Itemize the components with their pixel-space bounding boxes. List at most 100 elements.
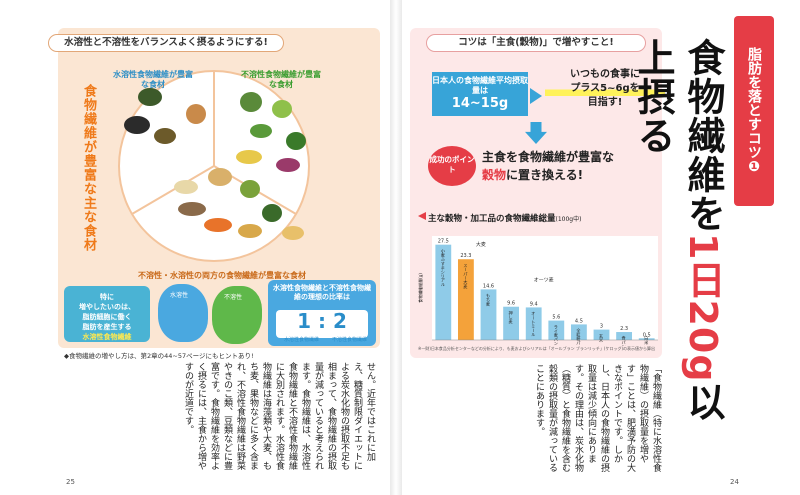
chart-footnote: ※一財)日本食品分析センターなどの分析により、も麦およびシリアルは「オールブラン… <box>418 346 656 351</box>
ideal-ratio-box: 水溶性食物繊維と不溶性食物繊維の理想の比率は 1 : 2 <box>268 280 376 346</box>
target-line-2: プラス5~6gを <box>545 82 665 96</box>
page-number-right: 24 <box>730 478 739 486</box>
fiber-foods-side-label: 食物繊維が豊富な主な食材 <box>81 84 96 252</box>
chart-bar <box>435 244 452 340</box>
book-gutter <box>390 0 402 495</box>
chart-annotation-barley: 大麦 <box>476 241 486 248</box>
chart-value-label: 5.6 <box>552 315 560 321</box>
left-panel-title: 水溶性と不溶性をバランスよく摂るようにする! <box>48 34 284 52</box>
kiwi-image <box>240 180 260 198</box>
chart-category-label: オートミール <box>531 311 536 337</box>
chart-category-label: 全粒粉パン <box>575 327 581 346</box>
hijiki-image <box>124 116 150 134</box>
bubble-line-2: 増やしたいのは、 <box>79 303 135 311</box>
target-text: いつもの食事に プラス5~6gを 目指す! <box>545 68 665 110</box>
bubble-line-1: 特に <box>100 293 114 301</box>
left-body-text: せん。近年ではこれに加え、糖質制限ダイエットによる炭水化物の摂取不足も相まって、… <box>183 362 375 470</box>
speech-bubble: 特に 増やしたいのは、 脂肪細胞に働く 脂肪を産生する 水溶性食物繊維 <box>64 286 150 342</box>
chart-value-label: 9.6 <box>507 301 515 307</box>
chart-category-label: 小麦ふすまシリアル <box>440 247 446 287</box>
chart-value-label: 0.5 <box>643 332 651 338</box>
water-soluble-label: 水溶性食物繊維が豊富な食材 <box>113 70 193 89</box>
chart-unit: (100g中) <box>555 216 582 223</box>
chart-annotation-oats: オーツ麦 <box>534 276 554 283</box>
headline-part-1: 食物繊維を <box>681 38 725 233</box>
ratio-value: 1 : 2 <box>276 310 368 338</box>
bubble-line-4: 脂肪を産生する <box>82 323 132 331</box>
chart-heading-text: 主な穀物・加工品の食物繊維総量 <box>428 214 556 224</box>
chart-value-label: 9.4 <box>530 301 538 307</box>
avocado-image <box>262 204 282 222</box>
target-line-1: いつもの食事に <box>570 69 640 80</box>
chart-category-label: ライ麦パン <box>553 324 559 346</box>
fiber-bar-chart: 食物繊維総量(g) 27.5 小麦ふすまシリアル 23.3 スーパー大麦 14.6 もち麦 9… <box>418 236 658 346</box>
mascot-green-label: 不溶性 <box>224 294 243 301</box>
ratio-sub-water: 水溶性食物繊維 <box>284 337 320 343</box>
chart-bar <box>548 320 565 340</box>
chart-category-label: スーパー大麦 <box>462 263 468 290</box>
right-arrow-icon <box>530 88 542 104</box>
banana-image <box>236 150 262 164</box>
average-intake-box: 日本人の食物繊維平均摂取量は 14~15g <box>432 72 528 116</box>
chart-bar <box>593 329 610 340</box>
chart-value-label: 27.5 <box>438 239 449 245</box>
chapter-tab: 脂肪を落とすコツ❶ <box>734 16 774 206</box>
potato-image <box>208 168 232 186</box>
broccoli-image <box>286 132 306 150</box>
ratio-title: 水溶性食物繊維と不溶性食物繊維の理想の比率は <box>273 284 371 301</box>
page-number-left: 25 <box>66 478 75 486</box>
insoluble-mascot: 不溶性 <box>212 286 262 344</box>
carrot-image <box>204 218 232 232</box>
headline-part-2: 以上摂る <box>631 38 725 422</box>
tip-title: コツは「主食(穀物)」で増やすこと! <box>426 34 646 52</box>
headline-number: 1日20g <box>681 233 725 383</box>
chart-bar <box>616 332 633 340</box>
chart-value-label: 4.5 <box>575 318 583 324</box>
chart-y-axis-label: 食物繊維総量(g) <box>418 273 423 303</box>
average-intake-value: 14~15g <box>451 96 509 111</box>
insoluble-label: 不溶性食物繊維が豊富な食材 <box>241 70 321 89</box>
food-pie-diagram <box>118 70 310 262</box>
water-soluble-mascot: 水溶性 <box>158 284 208 342</box>
chart-heading: 主な穀物・加工品の食物繊維総量(100g中) <box>428 212 581 224</box>
chart-value-label: 2.3 <box>620 326 628 332</box>
barley-image <box>174 180 198 194</box>
mascot-blue-label: 水溶性 <box>170 292 189 299</box>
chart-value-label: 23.3 <box>460 253 471 259</box>
chart-category-label: 押し麦 <box>508 309 514 324</box>
success-point-text: 主食を食物繊維が豊富な 穀物に置き換える! <box>482 148 662 184</box>
chart-value-label: 3 <box>600 324 603 330</box>
point-line-1: 主食を食物繊維が豊富な <box>482 150 615 164</box>
mekabu-image <box>154 128 176 144</box>
point-line-2: に置き換える! <box>506 168 584 182</box>
page-reference-note: ◆食物繊維の増やし方は、第2章の44~57ページにもヒントあり! <box>64 352 254 360</box>
onion-image <box>186 104 206 124</box>
green-beans-image <box>250 124 272 138</box>
natto-image <box>238 224 262 238</box>
chart-category-label: もち麦 <box>485 293 491 307</box>
ratio-sub-insoluble: 不溶性食物繊維 <box>332 337 368 343</box>
right-body-text: 「食物繊維（特に水溶性食物繊維）の摂取量を増やす」ことは、肥満予防の大きなポイン… <box>534 364 661 472</box>
bubble-line-5: 水溶性食物繊維 <box>82 333 132 341</box>
success-point-badge: 成功のポイント <box>428 146 476 186</box>
chart-bar <box>525 307 542 340</box>
wakame-image <box>138 88 162 106</box>
target-line-3: 目指す! <box>587 97 623 108</box>
chart-bar <box>570 324 587 340</box>
chart-bar <box>638 338 655 340</box>
chart-bar <box>480 289 497 340</box>
burdock-image <box>178 202 206 216</box>
average-intake-label: 日本人の食物繊維平均摂取量は <box>432 76 528 95</box>
chart-bar <box>457 259 474 340</box>
cabbage-image <box>240 92 262 112</box>
chart-category-label: 食パン <box>621 335 627 346</box>
sweet-potato-image <box>276 158 300 172</box>
chart-bullet-icon <box>418 212 426 220</box>
chickpea-image <box>282 226 304 240</box>
both-fiber-label: 不溶性・水溶性の両方の食物繊維が豊富な食材 <box>138 271 306 280</box>
chart-category-label: 玄米 <box>598 332 604 343</box>
chart-value-label: 14.6 <box>483 283 494 289</box>
main-headline: 食物繊維を1日20g以上摂る <box>631 38 728 458</box>
point-grain-word: 穀物 <box>482 168 507 182</box>
bubble-line-3: 脂肪細胞に働く <box>82 313 132 321</box>
